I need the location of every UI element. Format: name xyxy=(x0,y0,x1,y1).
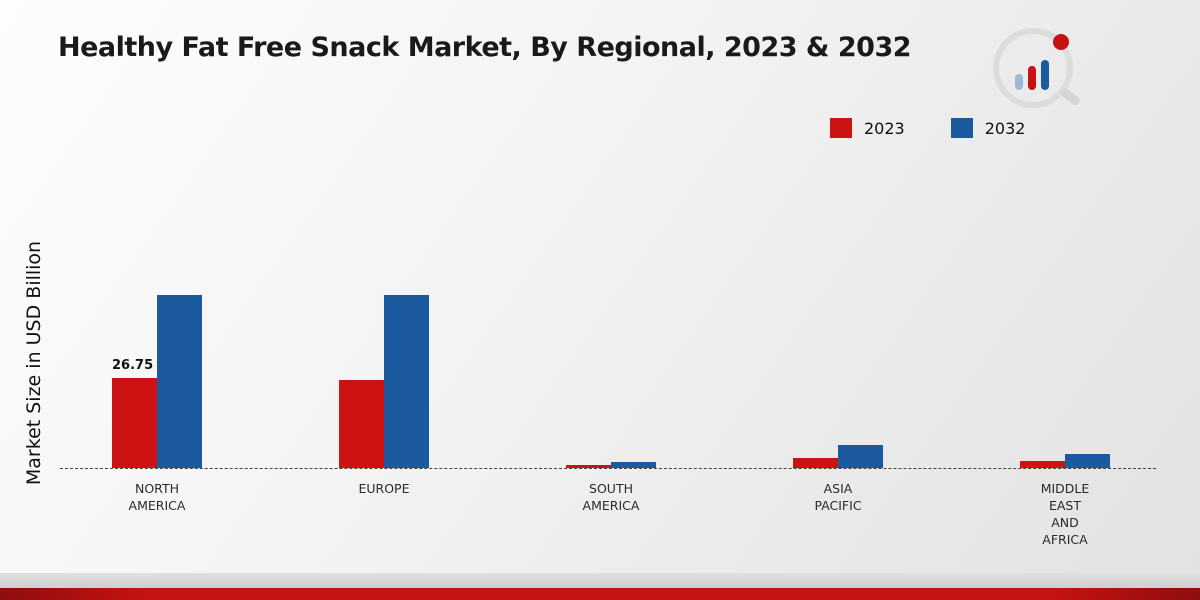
bar-2023-europe xyxy=(339,380,384,468)
x-axis-label-line: SOUTH xyxy=(589,481,633,496)
brand-bar-blue xyxy=(1041,60,1049,90)
brand-logo xyxy=(993,28,1082,114)
x-axis-label-line: AFRICA xyxy=(1042,532,1088,547)
bar-2032-north-america xyxy=(157,295,202,468)
brand-logo-bars-icon xyxy=(1015,60,1049,90)
legend-item-2032: 2032 xyxy=(950,118,1026,138)
bar-value-label: 26.75 xyxy=(112,358,154,373)
brand-bar-red xyxy=(1028,66,1036,90)
bar-2032-asia-pacific xyxy=(838,445,883,468)
x-axis-label-line: EAST xyxy=(1048,498,1082,513)
x-axis-label-line: AND xyxy=(1051,515,1079,530)
chart-legend: 2023 2032 xyxy=(830,118,1025,138)
bar-2032-south-america xyxy=(611,462,656,468)
x-axis-label-line: AMERICA xyxy=(128,498,186,513)
x-axis-baseline xyxy=(60,468,1156,469)
x-axis-label-line: AMERICA xyxy=(582,498,640,513)
x-axis-label-middle-east-and-africa: MIDDLE EAST AND AFRICA xyxy=(995,480,1135,548)
x-axis-label-line: EUROPE xyxy=(358,481,410,496)
brand-logo-dot xyxy=(1053,34,1069,50)
legend-swatch-2032 xyxy=(950,118,973,138)
bar-2023-middle-east-and-africa xyxy=(1020,461,1065,468)
x-axis-label-asia-pacific: ASIA PACIFIC xyxy=(768,480,908,514)
bar-2023-south-america xyxy=(566,465,611,468)
x-axis-label-south-america: SOUTH AMERICA xyxy=(541,480,681,514)
bar-2023-north-america xyxy=(112,378,157,468)
x-axis-label-line: NORTH xyxy=(134,481,179,496)
bar-2032-europe xyxy=(384,295,429,468)
footer-red-band xyxy=(0,588,1200,600)
x-axis-label-north-america: NORTH AMERICA xyxy=(87,480,227,514)
bar-2032-middle-east-and-africa xyxy=(1065,454,1110,468)
bar-2023-asia-pacific xyxy=(793,458,838,468)
legend-label-2032: 2032 xyxy=(984,118,1026,138)
brand-bar-lightblue xyxy=(1015,74,1023,90)
legend-swatch-2023 xyxy=(830,118,852,138)
legend-label-2023: 2023 xyxy=(864,118,905,138)
x-axis-label-line: PACIFIC xyxy=(814,498,862,513)
chart-title: Healthy Fat Free Snack Market, By Region… xyxy=(58,32,912,63)
x-axis-label-line: MIDDLE xyxy=(1040,481,1090,496)
footer-gray-band xyxy=(0,573,1200,588)
legend-item-2023: 2023 xyxy=(830,118,905,138)
x-axis-label-line: ASIA xyxy=(823,481,853,496)
x-axis-label-europe: EUROPE xyxy=(314,480,454,497)
